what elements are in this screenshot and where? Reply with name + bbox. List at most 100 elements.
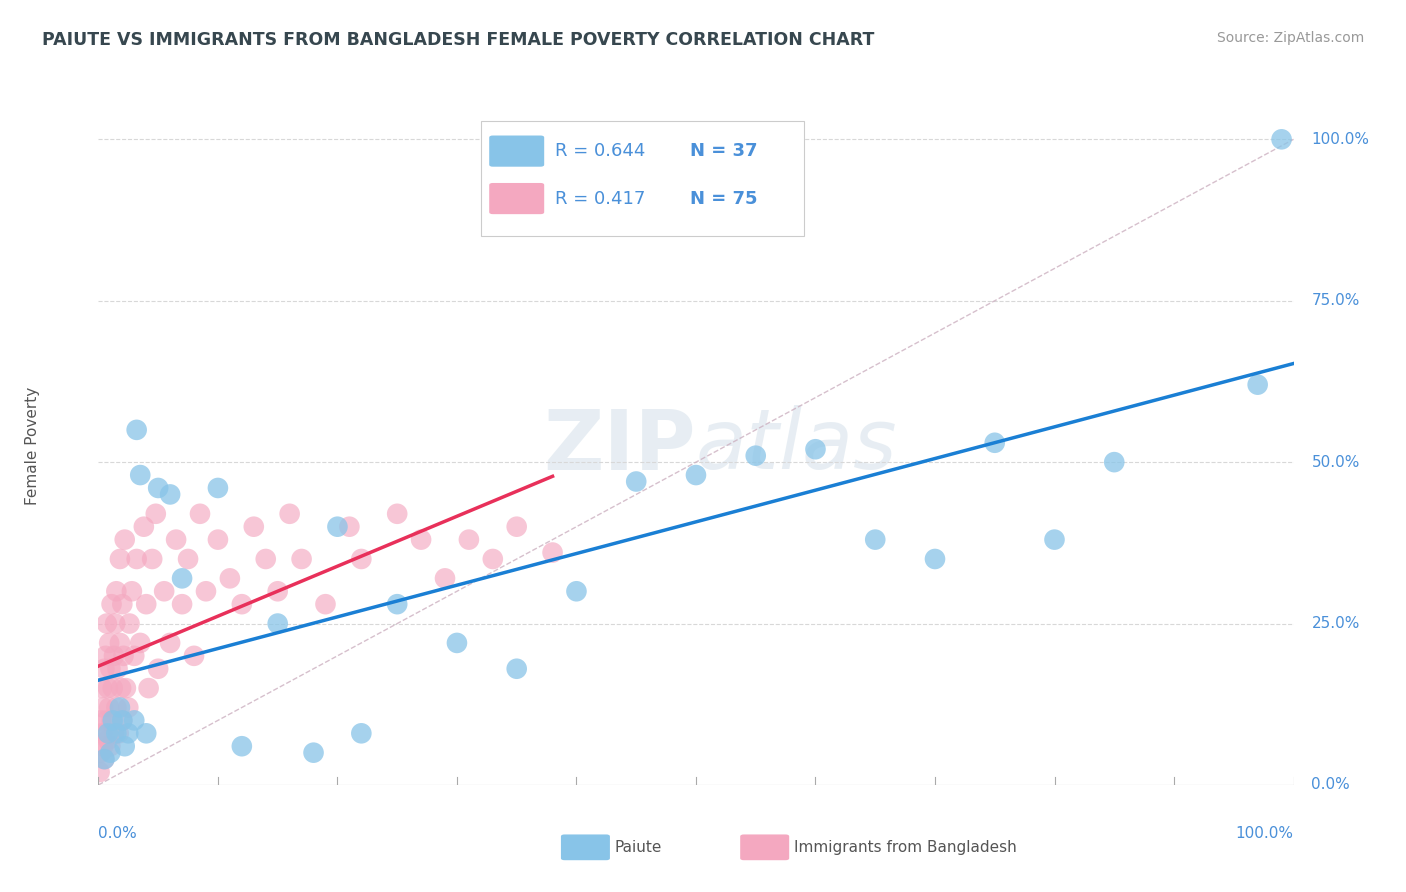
Point [302,746,325,760]
Point [110,681,132,695]
Point [112,648,135,663]
Point [1246,377,1268,392]
Point [165,533,187,547]
Text: N = 75: N = 75 [690,190,758,208]
Point [90,714,112,728]
Point [103,648,125,663]
Point [219,571,242,585]
Point [91,739,114,754]
Point [863,533,886,547]
Point [254,552,277,566]
Point [337,519,360,533]
Point [458,533,481,547]
Point [111,597,134,611]
Point [101,681,124,695]
Point [153,584,176,599]
Text: ZIP: ZIP [544,406,696,486]
Point [111,714,134,728]
Point [138,681,160,695]
FancyBboxPatch shape [561,834,610,860]
Point [135,597,157,611]
Point [96,616,118,631]
Point [118,616,141,631]
Point [290,552,312,566]
Point [194,584,217,599]
Point [107,726,129,740]
Point [108,700,131,714]
Point [145,507,167,521]
Point [446,636,468,650]
Point [506,519,529,533]
Point [350,552,373,566]
Text: 100.0%: 100.0% [1236,826,1294,840]
Point [91,681,114,695]
Point [315,597,337,611]
Point [91,700,114,714]
Point [148,481,170,495]
Point [108,636,131,650]
Point [98,739,122,754]
Point [124,714,146,728]
Point [117,700,139,714]
Text: R = 0.417: R = 0.417 [555,190,645,208]
Text: 25.0%: 25.0% [1312,616,1360,631]
Point [125,552,148,566]
FancyBboxPatch shape [740,834,789,860]
Point [148,662,170,676]
Point [207,481,229,495]
Point [267,616,290,631]
Text: R = 0.644: R = 0.644 [555,142,645,160]
Text: atlas: atlas [696,406,897,486]
Point [1271,132,1294,146]
Point [104,616,127,631]
Point [685,468,707,483]
Point [108,552,131,566]
Point [115,681,138,695]
Point [98,636,121,650]
Point [172,597,194,611]
Point [129,468,152,483]
Text: 75.0%: 75.0% [1312,293,1360,309]
Text: Paiute: Paiute [614,840,662,855]
Point [183,648,205,663]
Text: N = 37: N = 37 [690,142,758,160]
Point [117,726,139,740]
Point [103,726,125,740]
Point [231,597,253,611]
Point [114,739,136,754]
Point [745,449,768,463]
Point [97,726,120,740]
Point [90,746,112,760]
Point [105,584,128,599]
Text: Immigrants from Bangladesh: Immigrants from Bangladesh [794,840,1017,855]
Point [172,571,194,585]
Point [141,552,163,566]
Point [105,700,128,714]
Point [93,752,115,766]
Point [326,519,349,533]
Point [983,435,1005,450]
Point [804,442,827,457]
Point [278,507,301,521]
Point [124,648,146,663]
Point [98,662,122,676]
Text: 0.0%: 0.0% [1312,778,1350,792]
Point [267,584,290,599]
Point [177,552,200,566]
Point [188,507,211,521]
Point [94,726,117,740]
Point [385,597,409,611]
Point [125,423,148,437]
Point [111,714,134,728]
Point [114,533,136,547]
Text: PAIUTE VS IMMIGRANTS FROM BANGLADESH FEMALE POVERTY CORRELATION CHART: PAIUTE VS IMMIGRANTS FROM BANGLADESH FEM… [42,31,875,49]
Point [433,571,456,585]
Point [385,507,409,521]
Point [481,552,505,566]
Point [159,636,181,650]
Point [350,726,373,740]
Text: Female Poverty: Female Poverty [25,387,41,505]
Text: 100.0%: 100.0% [1312,132,1369,147]
Text: 0.0%: 0.0% [98,826,138,840]
Point [129,636,152,650]
